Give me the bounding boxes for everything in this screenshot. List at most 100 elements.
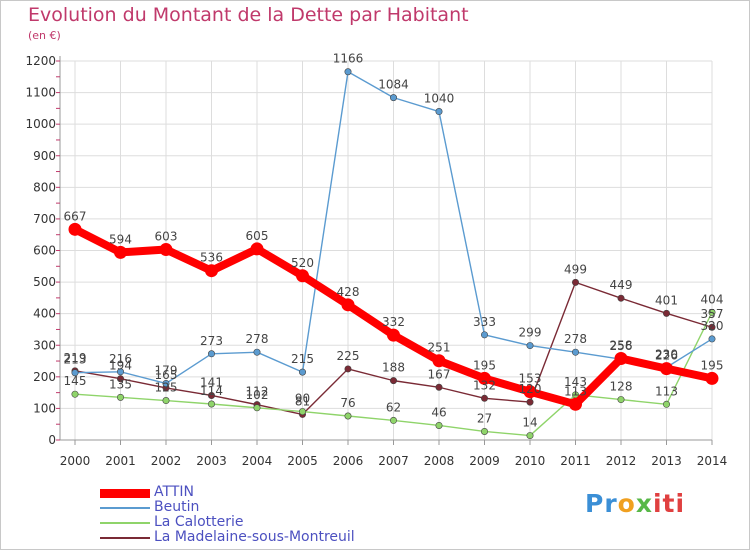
data-label-la-madelaine-sous-montreuil: 165: [155, 368, 178, 382]
data-point-la-madelaine-sous-montreuil: [526, 398, 534, 406]
data-label-la-madelaine-sous-montreuil: 141: [200, 375, 223, 389]
data-label-la-madelaine-sous-montreuil: 112: [246, 385, 269, 399]
logo-part-o: o: [617, 489, 636, 518]
logo-part-x: x: [635, 489, 653, 518]
data-point-beutin: [571, 348, 579, 356]
data-label-la-calotterie: 143: [564, 375, 587, 389]
data-label-la-calotterie: 135: [109, 377, 132, 391]
data-point-beutin: [208, 350, 216, 358]
legend-label-attin: ATTIN: [154, 484, 194, 500]
data-point-beutin: [298, 368, 306, 376]
data-point-beutin: [71, 369, 79, 377]
data-point-beutin: [117, 368, 125, 376]
y-tick-label: 400: [33, 307, 56, 321]
y-tick-label: 600: [33, 244, 56, 258]
data-point-la-madelaine-sous-montreuil: [662, 309, 670, 317]
y-tick-label: 1000: [25, 117, 56, 131]
data-label-la-calotterie: 76: [340, 396, 355, 410]
data-label-la-madelaine-sous-montreuil: 401: [655, 293, 678, 307]
data-label-la-madelaine-sous-montreuil: 81: [295, 394, 310, 408]
data-point-la-madelaine-sous-montreuil: [617, 294, 625, 302]
data-point-la-madelaine-sous-montreuil: [117, 375, 125, 383]
chart-title: Evolution du Montant de la Dette par Hab…: [28, 4, 469, 26]
data-label-attin: 332: [382, 315, 405, 329]
data-point-la-calotterie: [389, 416, 397, 424]
data-label-la-calotterie: 14: [522, 416, 537, 430]
data-point-la-calotterie: [480, 427, 488, 435]
data-label-beutin: 213: [64, 353, 87, 367]
data-label-beutin: 1040: [424, 92, 455, 106]
data-point-attin: [250, 242, 264, 256]
x-tick-label: 2001: [105, 454, 136, 468]
series-attin: [68, 222, 719, 411]
x-tick-label: 2009: [469, 454, 500, 468]
data-point-beutin: [526, 342, 534, 350]
data-point-la-madelaine-sous-montreuil: [571, 278, 579, 286]
data-point-la-madelaine-sous-montreuil: [480, 394, 488, 402]
x-tick-label: 2012: [606, 454, 637, 468]
legend-label-la-madelaine: La Madelaine-sous-Montreuil: [154, 529, 355, 545]
data-label-attin: 153: [519, 372, 542, 386]
data-point-la-calotterie: [162, 397, 170, 405]
x-tick-label: 2014: [697, 454, 728, 468]
data-label-la-calotterie: 125: [155, 381, 178, 395]
data-point-la-madelaine-sous-montreuil: [389, 377, 397, 385]
data-label-beutin: 179: [155, 363, 178, 377]
x-tick-label: 2013: [651, 454, 682, 468]
y-tick-label: 100: [33, 401, 56, 415]
data-point-attin: [478, 371, 491, 385]
y-tick-label: 200: [33, 370, 56, 384]
data-label-attin: 251: [428, 341, 451, 355]
data-point-attin: [205, 264, 218, 278]
data-point-la-calotterie: [435, 421, 443, 429]
x-tick-label: 2008: [424, 454, 455, 468]
series-beutin: [71, 68, 716, 387]
data-label-attin: 195: [701, 358, 724, 372]
data-label-attin: 195: [473, 358, 496, 372]
logo-part-iti: iti: [652, 489, 686, 518]
data-point-attin: [569, 397, 582, 411]
y-tick-label: 700: [33, 212, 56, 226]
data-label-la-madelaine-sous-montreuil: 225: [337, 349, 360, 363]
data-point-la-madelaine-sous-montreuil: [344, 365, 352, 373]
series-la-madelaine-sous-montreuil: [71, 278, 716, 418]
data-point-la-calotterie: [253, 404, 261, 412]
data-label-attin: 113: [564, 384, 587, 398]
x-tick-label: 2010: [515, 454, 546, 468]
data-point-la-madelaine-sous-montreuil: [435, 383, 443, 391]
legend-label-la-calotterie: La Calotterie: [154, 514, 244, 530]
x-tick-label: 2003: [196, 454, 227, 468]
data-label-la-calotterie: 27: [477, 411, 492, 425]
x-tick-label: 2004: [242, 454, 273, 468]
data-label-la-calotterie: 62: [386, 400, 401, 414]
data-label-beutin: 216: [109, 352, 132, 366]
data-label-la-calotterie: 46: [431, 405, 446, 419]
data-point-attin: [296, 269, 309, 283]
data-label-beutin: 230: [655, 347, 678, 361]
data-label-beutin: 256: [610, 339, 633, 353]
data-label-attin: 226: [655, 349, 678, 363]
data-point-la-calotterie: [117, 393, 125, 401]
data-label-attin: 594: [109, 232, 132, 246]
data-label-attin: 258: [610, 339, 633, 353]
data-label-attin: 605: [246, 229, 269, 243]
data-label-beutin: 273: [200, 334, 223, 348]
data-point-la-calotterie: [617, 396, 625, 404]
legend-swatch-attin: [100, 489, 150, 498]
data-label-attin: 428: [337, 285, 360, 299]
data-label-la-calotterie: 102: [246, 388, 269, 402]
data-point-beutin: [344, 68, 352, 76]
data-label-la-madelaine-sous-montreuil: 120: [519, 382, 542, 396]
y-tick-label: 1200: [25, 54, 56, 68]
data-label-la-madelaine-sous-montreuil: 167: [428, 367, 451, 381]
data-point-beutin: [389, 94, 397, 102]
data-label-attin: 603: [155, 230, 178, 244]
data-point-beutin: [253, 348, 261, 356]
data-label-beutin: 333: [473, 315, 496, 329]
data-label-attin: 520: [291, 256, 314, 270]
data-label-beutin: 215: [291, 352, 314, 366]
data-point-attin: [705, 371, 719, 385]
data-label-attin: 536: [200, 251, 223, 265]
